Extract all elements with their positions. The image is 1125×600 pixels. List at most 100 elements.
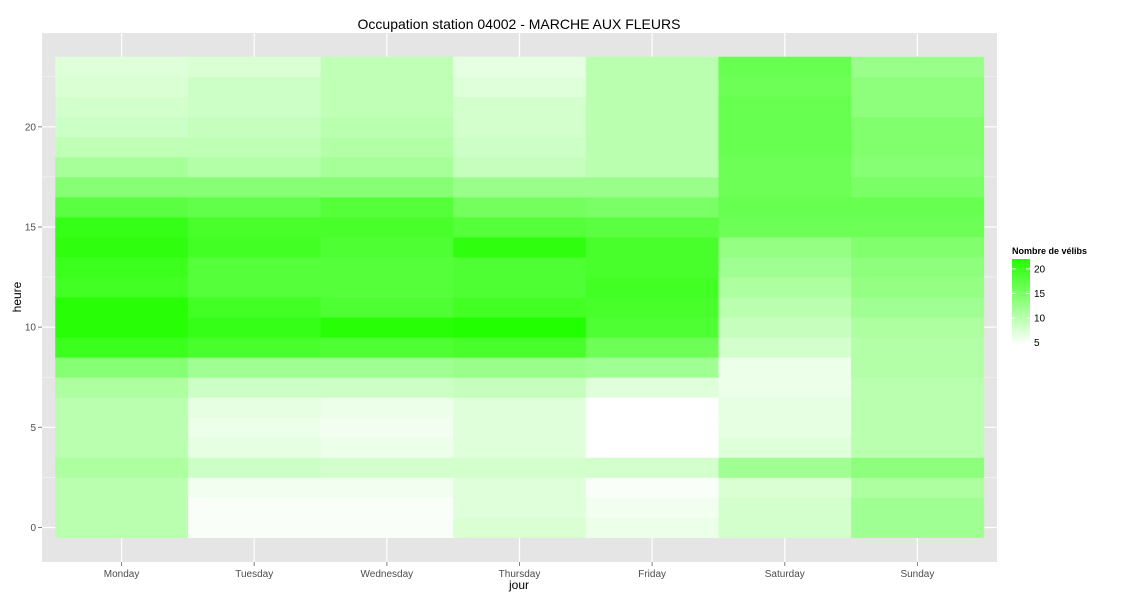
heatmap-cell	[453, 236, 587, 258]
heatmap-cell	[453, 116, 587, 138]
legend-break-label: 10	[1034, 313, 1046, 324]
heatmap-cell	[585, 277, 719, 298]
heatmap-cell	[187, 377, 321, 398]
heatmap-cell	[585, 457, 719, 478]
heatmap-cell	[718, 96, 852, 118]
heatmap-cell	[453, 297, 587, 318]
heatmap-cell	[453, 196, 587, 218]
heatmap-cell	[851, 377, 985, 398]
heatmap-cell	[453, 176, 587, 198]
legend-break-label: 5	[1034, 338, 1040, 349]
heatmap-cell	[187, 196, 321, 218]
heatmap-cell	[453, 377, 587, 398]
heatmap-cell	[320, 397, 454, 418]
heatmap-cell	[585, 397, 719, 418]
heatmap-cell	[55, 357, 189, 378]
heatmap-cell	[585, 56, 719, 78]
heatmap-cell	[55, 156, 189, 178]
heatmap-cell	[453, 156, 587, 178]
heatmap-cell	[187, 136, 321, 158]
heatmap-cell	[851, 277, 985, 298]
heatmap-cell	[585, 417, 719, 438]
heatmap-cell	[55, 497, 189, 518]
heatmap-cell	[320, 517, 454, 538]
heatmap-cell	[453, 417, 587, 438]
heatmap-cell	[718, 437, 852, 458]
heatmap-cell	[453, 257, 587, 278]
heatmap-cell	[851, 116, 985, 138]
heatmap-cell	[320, 477, 454, 498]
heatmap-cell	[585, 497, 719, 518]
heatmap-cell	[320, 116, 454, 138]
x-axis-title: jour	[508, 578, 529, 592]
heatmap-cell	[320, 497, 454, 518]
heatmap-cell	[851, 337, 985, 358]
heatmap-cell	[718, 176, 852, 198]
x-tick-label: Thursday	[499, 569, 541, 580]
heatmap-cell	[851, 397, 985, 418]
heatmap-cell	[55, 397, 189, 418]
heatmap-cell	[851, 417, 985, 438]
heatmap-cell	[320, 136, 454, 158]
heatmap-cell	[851, 56, 985, 78]
x-axis-ticks: Monday Tuesday Wednesday Thursday Friday Satu…	[104, 562, 934, 580]
heatmap-cell	[187, 176, 321, 198]
heatmap-cell	[453, 96, 587, 118]
y-tick-label: 10	[25, 323, 37, 334]
heatmap-cell	[320, 297, 454, 318]
heatmap-cell	[187, 257, 321, 278]
heatmap-cell	[585, 236, 719, 258]
heatmap-cell	[320, 96, 454, 118]
heatmap-cell	[320, 216, 454, 238]
heatmap-cell	[851, 257, 985, 278]
heatmap-cell	[453, 216, 587, 238]
legend-ticks: 20 15 10 5	[1012, 264, 1046, 349]
heatmap-cell	[851, 136, 985, 158]
heatmap-cell	[55, 56, 189, 78]
heatmap-cell	[453, 397, 587, 418]
heatmap-cell	[187, 397, 321, 418]
heatmap-cell	[55, 277, 189, 298]
heatmap-cell	[320, 437, 454, 458]
heatmap-cell	[453, 497, 587, 518]
heatmap-cell	[851, 96, 985, 118]
heatmap-cell	[718, 257, 852, 278]
heatmap-cell	[585, 216, 719, 238]
heatmap-cell	[851, 477, 985, 498]
heatmap-cell	[718, 56, 852, 78]
heatmap-cell	[585, 437, 719, 458]
x-tick-label: Sunday	[900, 569, 934, 580]
heatmap-cell	[320, 357, 454, 378]
heatmap-cell	[718, 357, 852, 378]
heatmap-cell	[55, 76, 189, 98]
heatmap-cell	[585, 337, 719, 358]
heatmap-cell	[585, 176, 719, 198]
heatmap-cell	[585, 317, 719, 338]
y-tick-label: 0	[30, 523, 36, 534]
heatmap-cell	[187, 517, 321, 538]
heatmap-cell	[453, 317, 587, 338]
heatmap-cell	[55, 297, 189, 318]
heatmap-cell	[187, 357, 321, 378]
heatmap-cell	[851, 497, 985, 518]
heatmap-cell	[851, 357, 985, 378]
heatmap-cell	[320, 56, 454, 78]
x-tick-label: Monday	[104, 569, 140, 580]
heatmap-cell	[187, 297, 321, 318]
heatmap-cell	[851, 297, 985, 318]
heatmap-cell	[320, 457, 454, 478]
heatmap-cell	[320, 377, 454, 398]
heatmap-cell	[320, 236, 454, 258]
heatmap-cell	[55, 236, 189, 258]
heatmap-cell	[320, 257, 454, 278]
heatmap-cell	[718, 517, 852, 538]
heatmap-cell	[718, 116, 852, 138]
heatmap-cell	[718, 397, 852, 418]
heatmap-cell	[187, 277, 321, 298]
heatmap-cell	[55, 116, 189, 138]
heatmap-cell	[585, 297, 719, 318]
heatmap-cell	[585, 357, 719, 378]
heatmap-cell	[453, 437, 587, 458]
heatmap-cell	[718, 477, 852, 498]
